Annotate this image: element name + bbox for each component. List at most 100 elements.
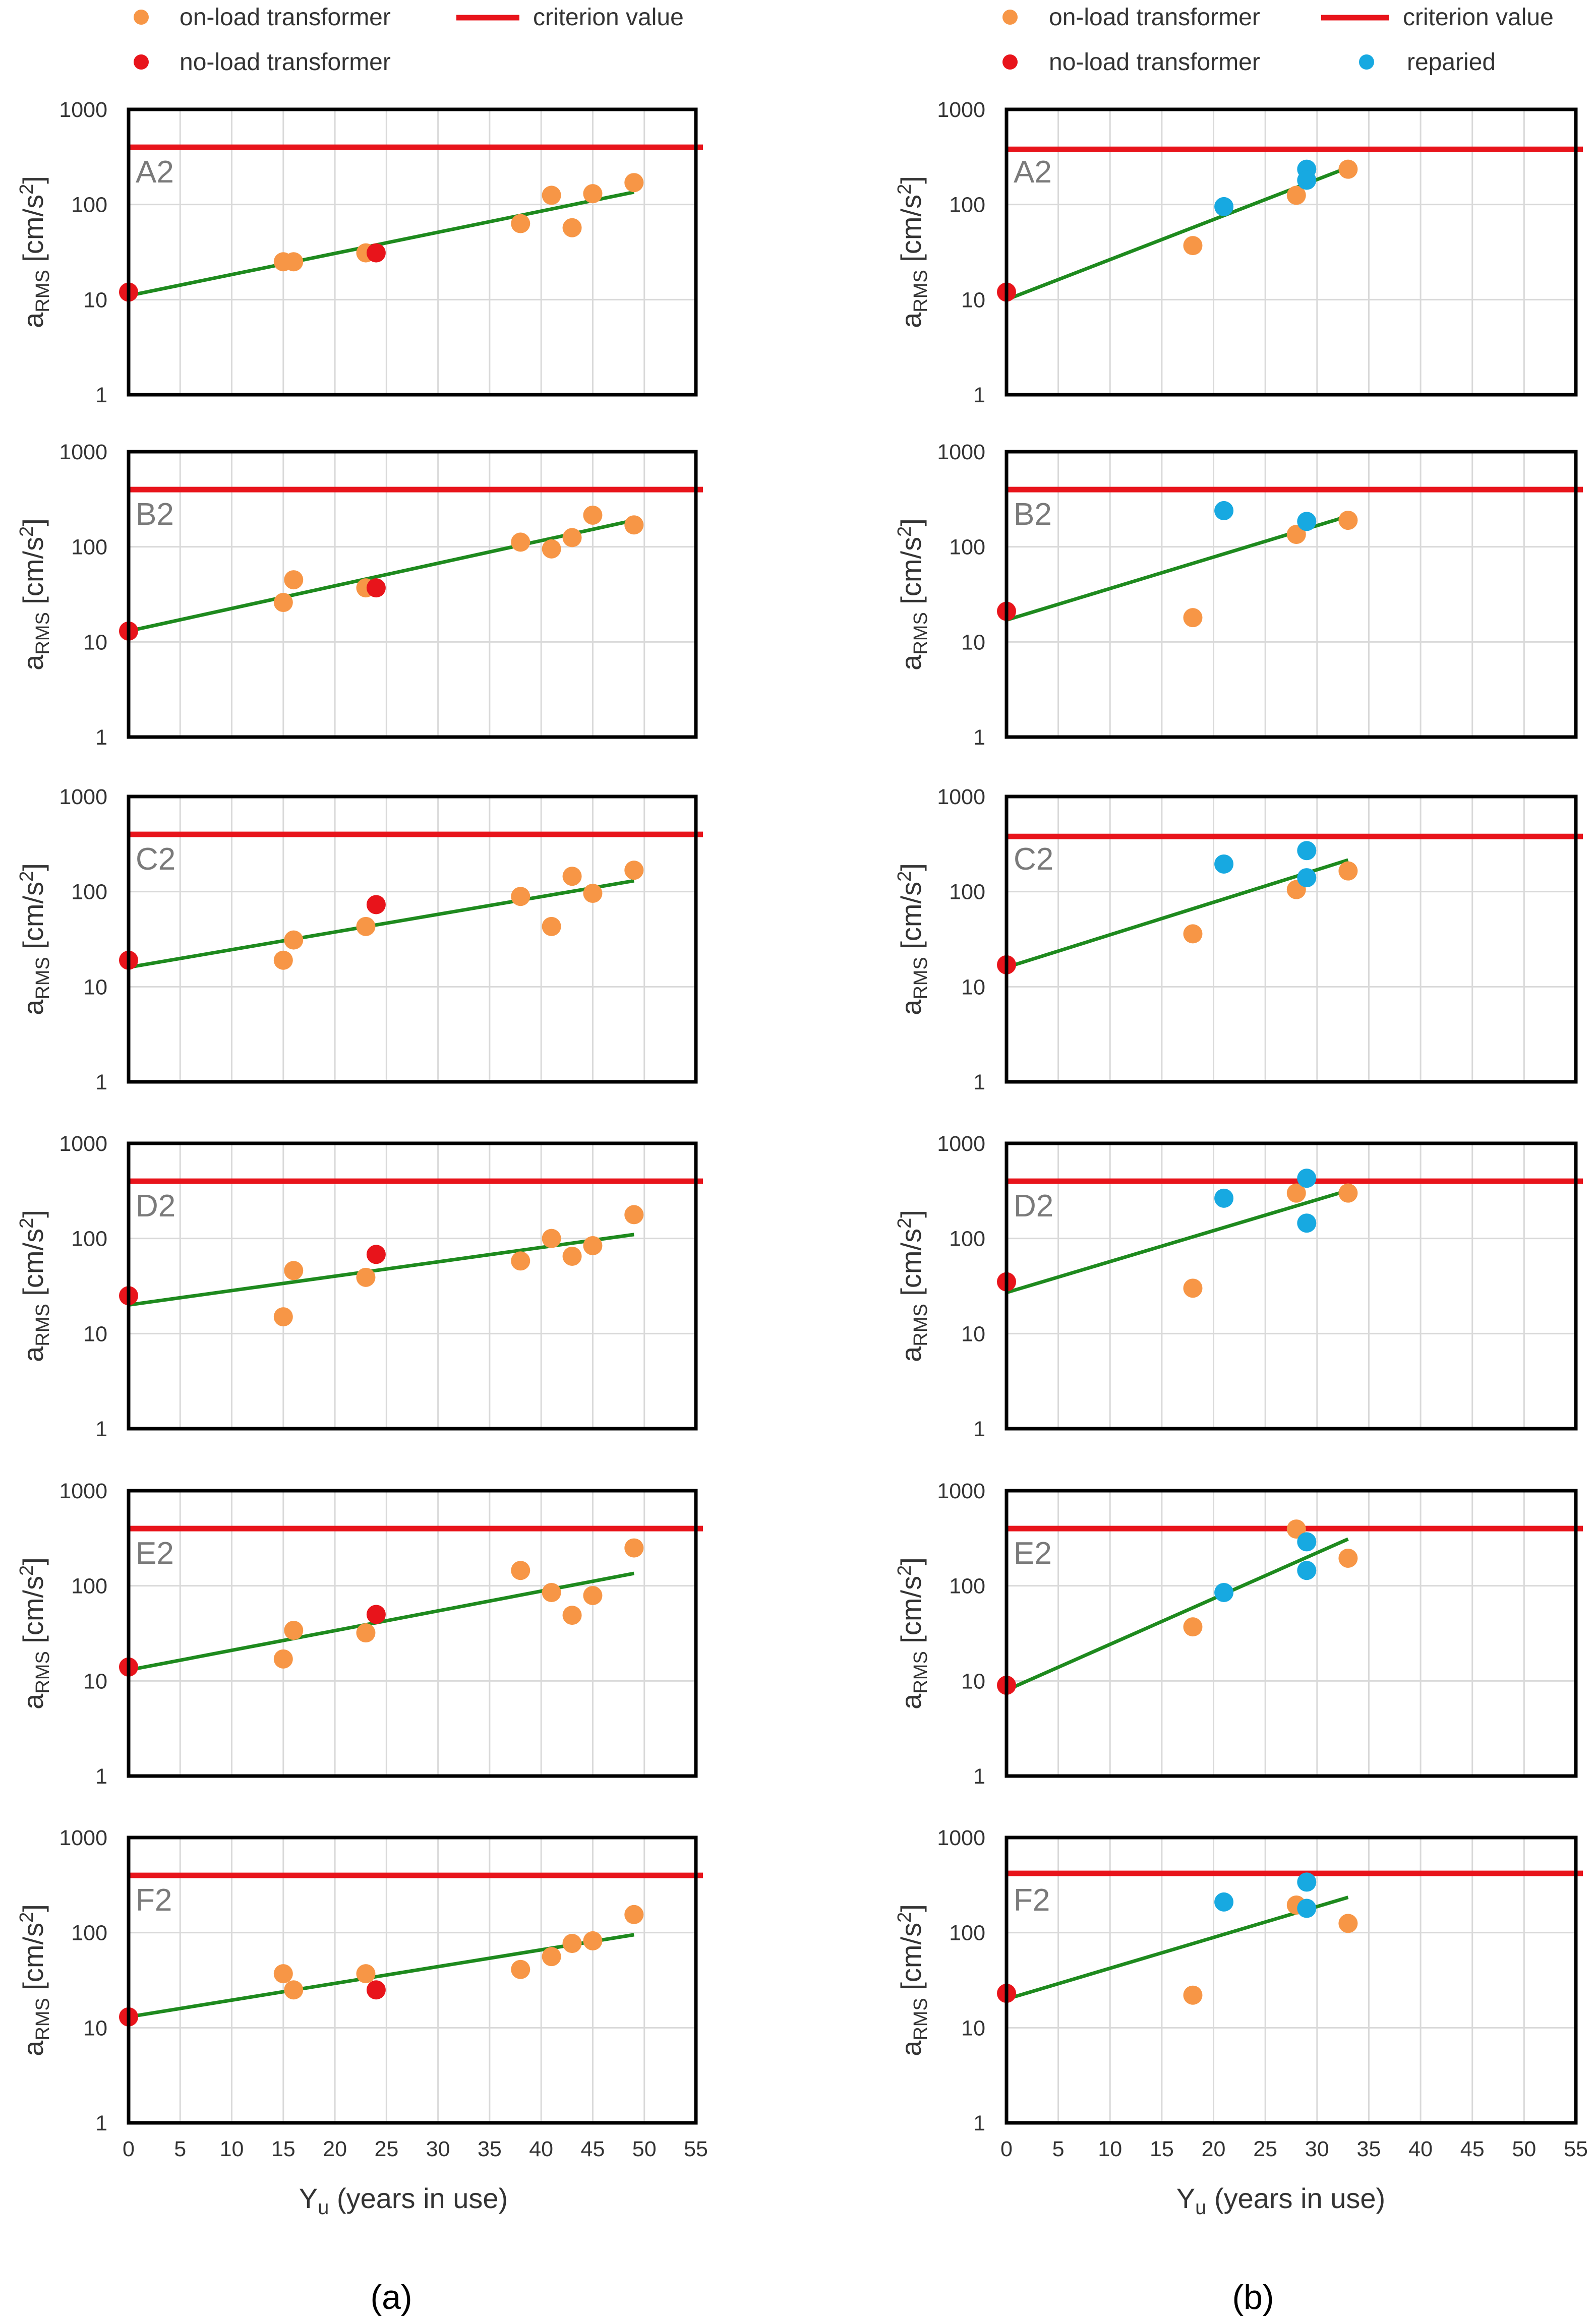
y-axis-label: aRMS [cm/s2] — [16, 518, 53, 670]
point-on-load — [511, 214, 530, 233]
y-tick-label: 1 — [973, 1764, 985, 1789]
point-on-load — [1183, 608, 1203, 628]
y-tick-label: 100 — [949, 1921, 985, 1945]
y-tick-label: 1 — [973, 383, 985, 407]
point-on-load — [542, 186, 561, 205]
x-axis-label-b: Yu (years in use) — [1176, 2182, 1385, 2219]
point-on-load — [562, 1606, 582, 1625]
point-on-load — [583, 1236, 603, 1255]
x-tick-label: 25 — [1253, 2137, 1277, 2161]
point-on-load — [562, 1246, 582, 1266]
point-on-load — [562, 867, 582, 886]
y-tick-label: 1000 — [59, 1132, 107, 1156]
point-repaired — [1297, 1561, 1317, 1580]
x-tick-label: 20 — [323, 2137, 347, 2161]
point-repaired — [1297, 1872, 1317, 1892]
point-on-load — [511, 1561, 530, 1580]
point-repaired — [1214, 1892, 1234, 1912]
panel-label: E2 — [136, 1536, 174, 1571]
point-on-load — [284, 930, 304, 950]
panel-a-e2: 1 10 100 1000 aRMS [cm/s2] E2 — [16, 1479, 703, 1789]
y-tick-label: 1 — [95, 1070, 107, 1094]
point-repaired — [1297, 170, 1317, 190]
point-on-load — [624, 1538, 644, 1558]
point-on-load — [284, 570, 304, 590]
point-on-load — [284, 1621, 304, 1640]
panel-label: D2 — [1014, 1189, 1053, 1224]
legend-label-no-load: no-load transformer — [1049, 49, 1260, 76]
x-tick-label: 25 — [374, 2137, 398, 2161]
point-on-load — [511, 1251, 530, 1271]
point-on-load — [1183, 1278, 1203, 1298]
panel-b-f2: 1 10 100 1000 0 5 10 15 20 25 30 35 40 45 50 55 aRMS [cm… — [894, 1826, 1588, 2161]
point-on-load — [511, 1960, 530, 1979]
y-tick-label: 10 — [961, 975, 985, 999]
point-on-load — [1338, 1914, 1358, 1933]
x-tick-label: 15 — [1150, 2137, 1174, 2161]
plot-area — [1007, 1838, 1576, 2123]
panel-b-d2: 1 10 100 1000 aRMS [cm/s2] D2 — [894, 1132, 1583, 1441]
y-tick-label: 10 — [961, 630, 985, 654]
x-tick-label: 20 — [1202, 2137, 1226, 2161]
point-on-load — [1338, 511, 1358, 530]
point-on-load — [624, 173, 644, 193]
point-on-load — [273, 950, 293, 970]
y-tick-label: 1000 — [937, 785, 985, 809]
legend-left: on-load transformer criterion value no-l… — [134, 4, 684, 76]
point-repaired — [1297, 1169, 1317, 1188]
panel-a-a2: 1 10 100 1000 aRMS [cm/s2] A2 — [16, 98, 703, 407]
x-tick-label: 35 — [478, 2137, 502, 2161]
point-repaired — [1214, 854, 1234, 874]
point-on-load — [284, 1980, 304, 2000]
y-tick-label: 10 — [83, 975, 107, 999]
y-tick-label: 100 — [949, 1574, 985, 1599]
point-on-load — [273, 1649, 293, 1669]
panel-b-c2: 1 10 100 1000 aRMS [cm/s2] C2 — [894, 785, 1583, 1094]
y-tick-label: 1 — [973, 1070, 985, 1094]
y-tick-label: 1 — [95, 383, 107, 407]
legend-label-no-load: no-load transformer — [180, 49, 391, 76]
point-on-load — [1338, 1183, 1358, 1203]
legend-label-on-load: on-load transformer — [1049, 4, 1260, 31]
y-tick-label: 100 — [71, 880, 107, 904]
x-tick-label: 45 — [581, 2137, 605, 2161]
y-tick-label: 10 — [83, 1669, 107, 1693]
point-on-load — [1338, 159, 1358, 179]
plot-area — [1007, 109, 1576, 395]
x-tick-label: 55 — [1564, 2137, 1588, 2161]
plot-frame — [127, 794, 698, 1084]
y-axis-label: aRMS [cm/s2] — [894, 1557, 931, 1709]
x-axis-label-a: Yu (years in use) — [299, 2182, 508, 2219]
plot-frame — [127, 1489, 698, 1778]
plot-area — [129, 452, 696, 737]
panel-label: B2 — [136, 497, 174, 532]
legend-swatch-repaired — [1359, 54, 1374, 70]
point-no-load — [366, 578, 386, 598]
point-on-load — [356, 1267, 376, 1287]
point-on-load — [583, 1585, 603, 1605]
panel-a-b2: 1 10 100 1000 aRMS [cm/s2] B2 — [16, 440, 703, 750]
x-tick-label: 5 — [174, 2137, 186, 2161]
y-tick-label: 1 — [95, 725, 107, 750]
point-on-load — [542, 539, 561, 559]
point-on-load — [1183, 1985, 1203, 2005]
point-on-load — [284, 1261, 304, 1280]
x-tick-label: 40 — [529, 2137, 553, 2161]
plot-frame — [1004, 794, 1578, 1084]
legend-label-criterion: criterion value — [1403, 4, 1554, 31]
point-on-load — [511, 887, 530, 906]
point-on-load — [284, 252, 304, 272]
plot-area — [1007, 452, 1576, 737]
point-on-load — [356, 916, 376, 936]
y-tick-label: 100 — [949, 1227, 985, 1251]
x-tick-label: 0 — [123, 2137, 135, 2161]
point-on-load — [273, 593, 293, 613]
plot-frame — [127, 1836, 698, 2125]
point-on-load — [273, 1307, 293, 1327]
y-tick-label: 10 — [83, 630, 107, 654]
y-tick-label: 100 — [71, 1921, 107, 1945]
point-repaired — [1297, 1532, 1317, 1552]
x-tick-label: 10 — [220, 2137, 244, 2161]
y-axis-label: aRMS [cm/s2] — [16, 863, 53, 1015]
point-on-load — [511, 532, 530, 552]
